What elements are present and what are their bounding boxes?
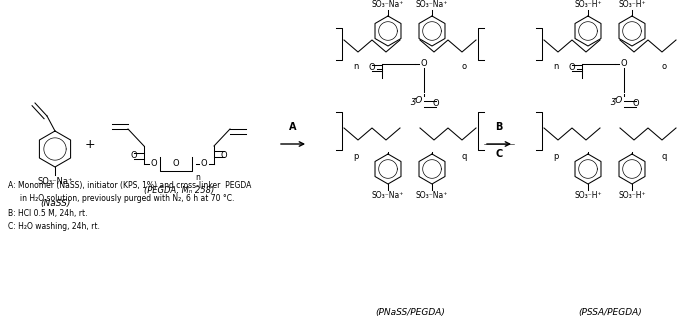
Text: SO₃⁻Na⁺: SO₃⁻Na⁺ (37, 177, 72, 186)
Text: (PEGDA, Mₙ 258): (PEGDA, Mₙ 258) (144, 186, 214, 195)
Text: O: O (420, 60, 427, 68)
Text: O: O (200, 160, 207, 168)
Text: O: O (433, 98, 439, 108)
Text: (PSSA/PEGDA): (PSSA/PEGDA) (578, 308, 642, 317)
Text: O: O (151, 160, 157, 168)
Text: SO₃⁻Na⁺: SO₃⁻Na⁺ (372, 191, 404, 200)
Text: in H₂O solution, previously purged with N₂, 6 h at 70 °C.: in H₂O solution, previously purged with … (8, 194, 234, 203)
Text: (PNaSS/PEGDA): (PNaSS/PEGDA) (375, 308, 445, 317)
Text: o: o (462, 62, 466, 71)
Text: SO₃⁻H⁺: SO₃⁻H⁺ (618, 191, 646, 200)
Text: O: O (621, 60, 628, 68)
Text: SO₃⁻H⁺: SO₃⁻H⁺ (574, 0, 602, 9)
Text: B: HCl 0.5 M, 24h, rt.: B: HCl 0.5 M, 24h, rt. (8, 209, 87, 218)
Text: p: p (353, 152, 359, 161)
Text: B: B (496, 122, 503, 132)
Text: n: n (553, 62, 559, 71)
Text: q: q (461, 152, 466, 161)
Text: C: H₂O washing, 24h, rt.: C: H₂O washing, 24h, rt. (8, 222, 100, 231)
Text: p: p (553, 152, 559, 161)
Text: +: + (85, 138, 95, 150)
Text: O: O (633, 98, 639, 108)
Text: O: O (173, 160, 179, 168)
Text: SO₃⁻H⁺: SO₃⁻H⁺ (574, 191, 602, 200)
Text: SO₃⁻Na⁺: SO₃⁻Na⁺ (372, 0, 404, 9)
Text: n: n (353, 62, 359, 71)
Text: ʒO: ʒO (410, 96, 422, 105)
Text: O: O (569, 63, 575, 71)
Text: n: n (195, 173, 200, 182)
Text: SO₃⁻Na⁺: SO₃⁻Na⁺ (416, 0, 448, 9)
Text: O: O (369, 63, 375, 71)
Text: A: Monomer (NaSS), initiator (KPS, 1%) and cross-linker  PEGDA: A: Monomer (NaSS), initiator (KPS, 1%) a… (8, 181, 251, 190)
Text: SO₃⁻Na⁺: SO₃⁻Na⁺ (416, 191, 448, 200)
Text: O: O (131, 150, 137, 160)
Text: O: O (221, 150, 227, 160)
Text: ʒO: ʒO (610, 96, 622, 105)
Text: (NaSS): (NaSS) (40, 199, 70, 208)
Text: q: q (661, 152, 667, 161)
Text: C: C (496, 149, 502, 159)
Text: A: A (289, 122, 297, 132)
Text: SO₃⁻H⁺: SO₃⁻H⁺ (618, 0, 646, 9)
Text: o: o (661, 62, 667, 71)
